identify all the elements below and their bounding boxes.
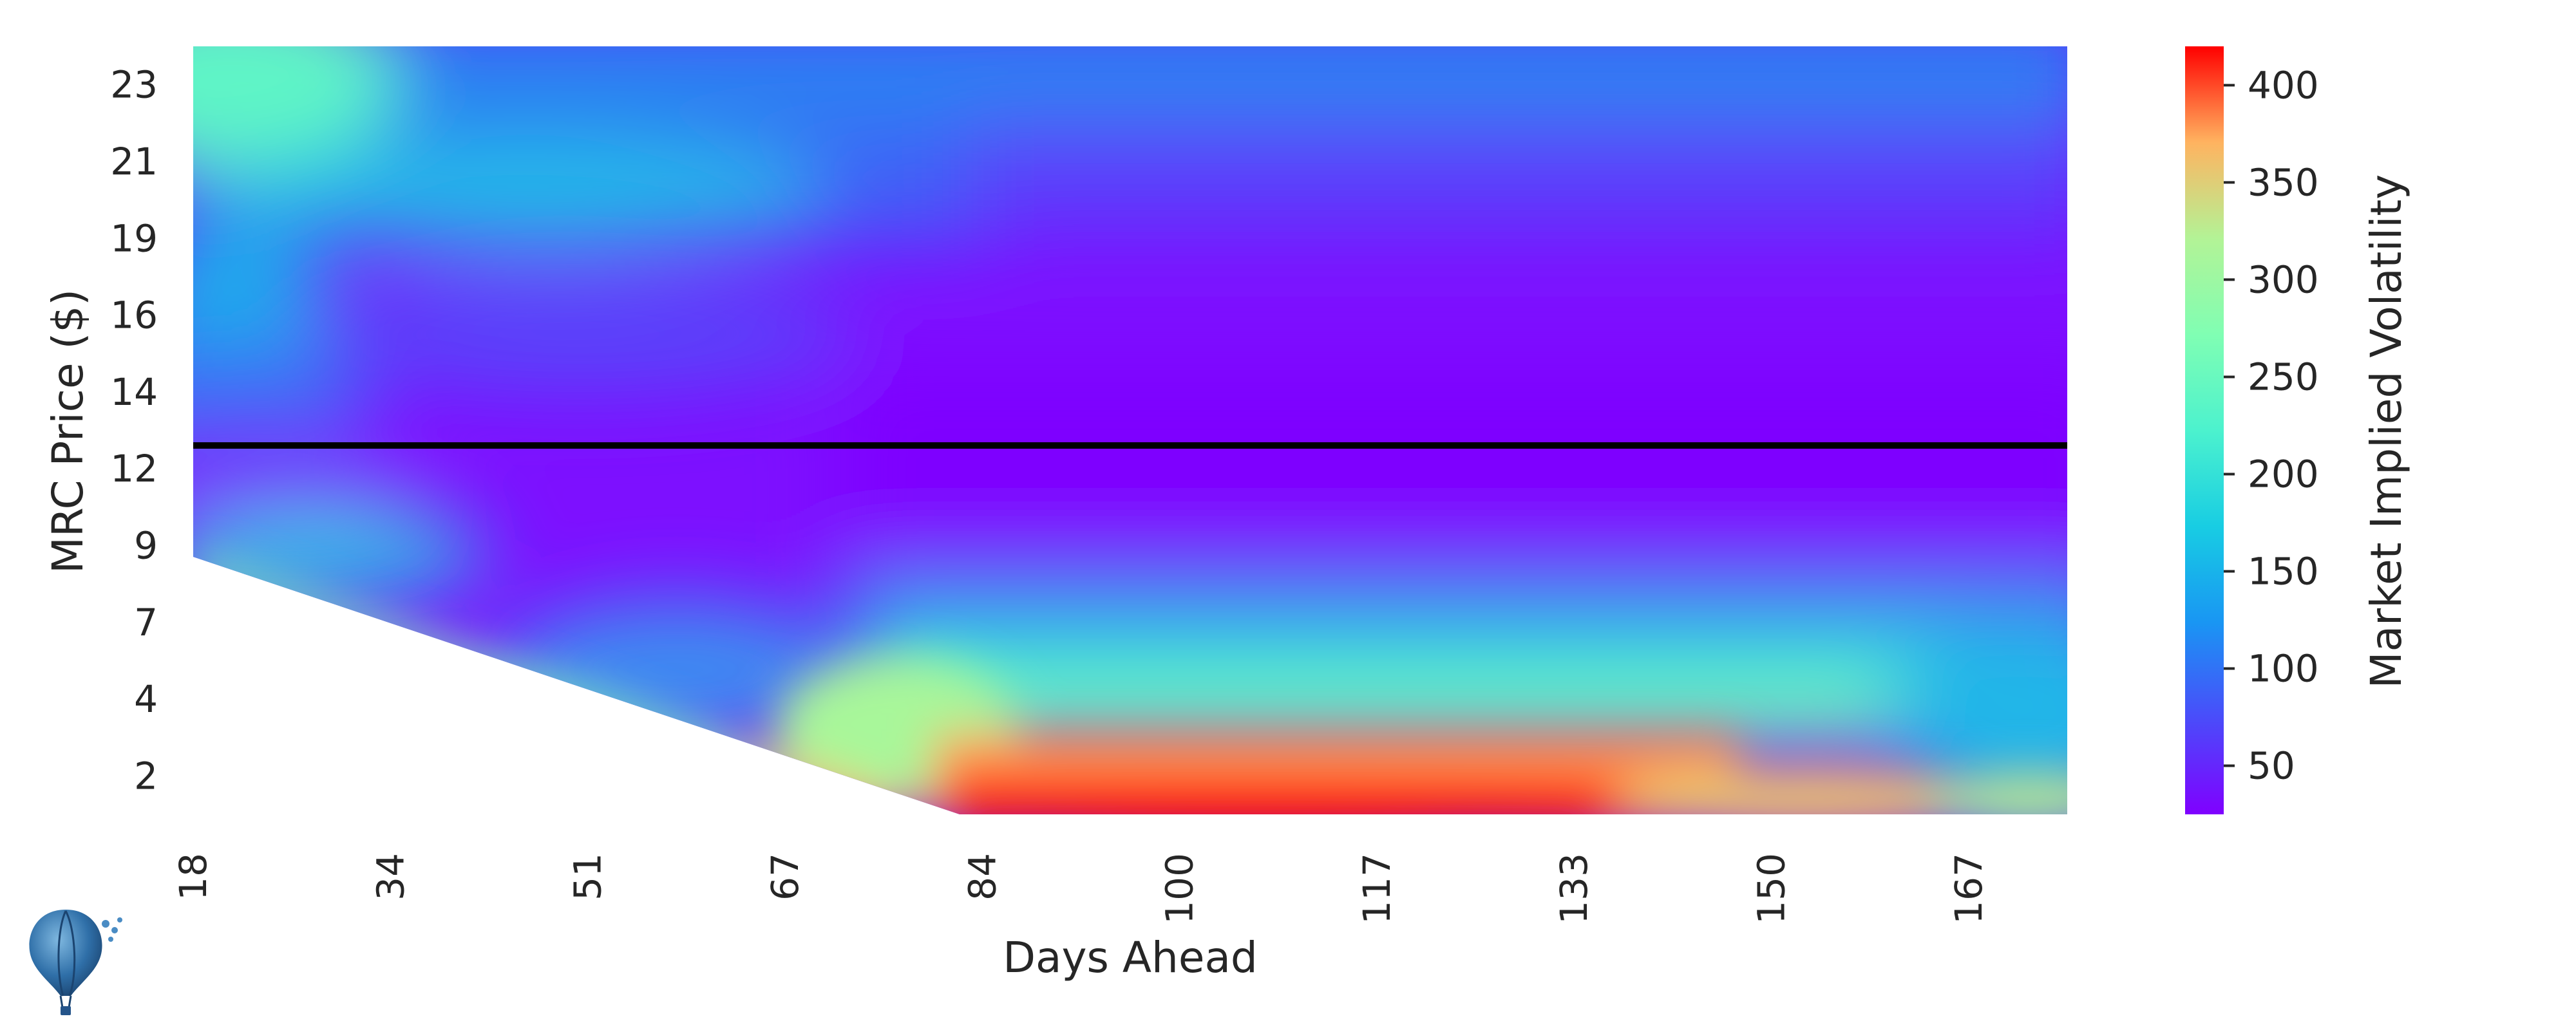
x-tick-label: 18 — [171, 853, 215, 901]
x-tick-label: 167 — [1947, 853, 1991, 924]
y-tick-label: 16 — [110, 294, 158, 337]
colorbar-tick-label: 300 — [2248, 258, 2319, 301]
balloon-logo-icon — [29, 910, 122, 1015]
heatmap-surface — [193, 46, 2067, 814]
colorbar-tick-label: 400 — [2248, 63, 2319, 107]
colorbar-tick-label: 50 — [2248, 744, 2295, 787]
y-tick-label: 2 — [134, 754, 158, 798]
y-tick-label: 7 — [134, 601, 158, 644]
y-tick-label: 14 — [110, 370, 158, 414]
x-tick-label: 100 — [1158, 853, 1202, 924]
colorbar-tick-label: 100 — [2248, 646, 2319, 690]
x-tick-label: 34 — [368, 853, 412, 901]
y-tick-label: 9 — [134, 523, 158, 567]
y-tick-label: 4 — [134, 677, 158, 721]
colorbar-tick-label: 200 — [2248, 452, 2319, 496]
x-tick-label: 84 — [960, 853, 1004, 901]
x-tick-label: 150 — [1750, 853, 1794, 924]
y-axis-label: MRC Price ($) — [43, 289, 93, 574]
y-tick-label: 12 — [110, 447, 158, 491]
x-tick-label: 51 — [566, 853, 610, 901]
x-tick-label: 117 — [1355, 853, 1399, 924]
x-tick-label: 67 — [763, 853, 807, 901]
colorbar — [2185, 46, 2224, 814]
colorbar-ticks: 50 100 150 200 250 300 350 400 — [2224, 63, 2319, 787]
x-axis-label: Days Ahead — [1003, 933, 1258, 982]
y-tick-label: 19 — [110, 216, 158, 260]
colorbar-tick-label: 250 — [2248, 355, 2319, 398]
y-tick-label: 21 — [110, 140, 158, 183]
y-tick-label: 23 — [110, 63, 158, 107]
colorbar-label: Market Implied Volatility — [2362, 174, 2411, 689]
y-axis-ticks: 23 21 19 16 14 12 9 7 4 2 — [110, 63, 158, 798]
colorbar-tick-label: 350 — [2248, 160, 2319, 204]
colorbar-tick-label: 150 — [2248, 549, 2319, 593]
x-tick-label: 133 — [1552, 853, 1596, 924]
x-axis-ticks: 18 34 51 67 84 100 117 133 150 167 — [171, 853, 1991, 924]
